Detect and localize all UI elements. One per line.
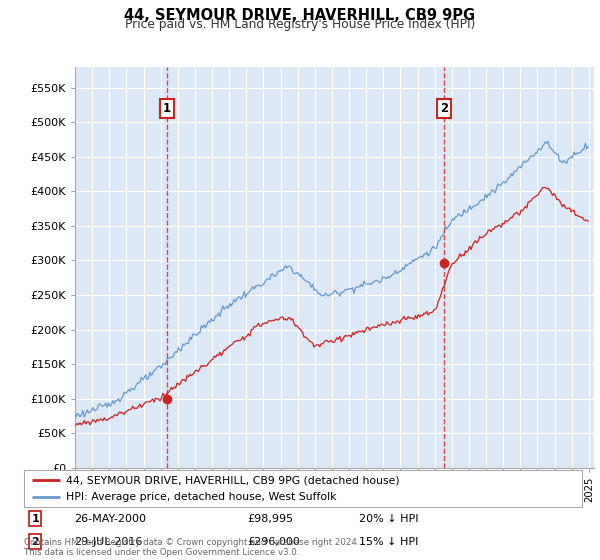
- Text: £98,995: £98,995: [247, 514, 293, 524]
- Text: Contains HM Land Registry data © Crown copyright and database right 2024.
This d: Contains HM Land Registry data © Crown c…: [24, 538, 359, 557]
- Text: 1: 1: [31, 514, 39, 524]
- Text: 29-JUL-2016: 29-JUL-2016: [74, 536, 143, 547]
- Text: 20% ↓ HPI: 20% ↓ HPI: [359, 514, 418, 524]
- Text: 15% ↓ HPI: 15% ↓ HPI: [359, 536, 418, 547]
- Text: £296,000: £296,000: [247, 536, 300, 547]
- Text: HPI: Average price, detached house, West Suffolk: HPI: Average price, detached house, West…: [66, 492, 337, 502]
- Text: 44, SEYMOUR DRIVE, HAVERHILL, CB9 9PG: 44, SEYMOUR DRIVE, HAVERHILL, CB9 9PG: [124, 8, 476, 24]
- Text: 2: 2: [31, 536, 39, 547]
- Text: 44, SEYMOUR DRIVE, HAVERHILL, CB9 9PG (detached house): 44, SEYMOUR DRIVE, HAVERHILL, CB9 9PG (d…: [66, 475, 400, 485]
- Text: Price paid vs. HM Land Registry's House Price Index (HPI): Price paid vs. HM Land Registry's House …: [125, 18, 475, 31]
- Text: 1: 1: [163, 102, 171, 115]
- Text: 2: 2: [440, 102, 448, 115]
- Text: 26-MAY-2000: 26-MAY-2000: [74, 514, 146, 524]
